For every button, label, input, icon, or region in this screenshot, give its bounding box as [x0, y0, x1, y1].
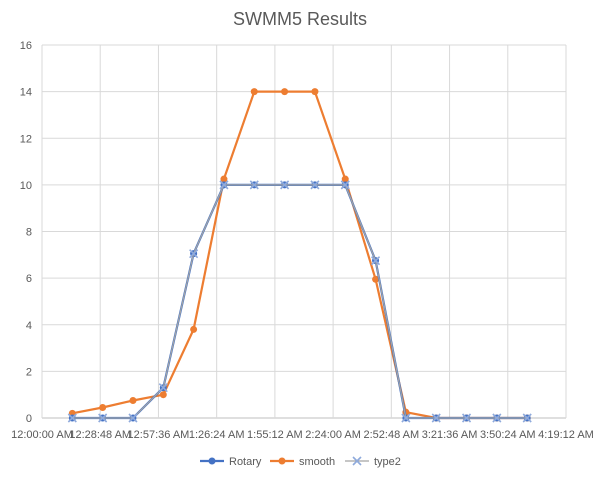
series-type2 [67, 180, 532, 423]
data-point-marker [189, 249, 199, 259]
y-tick-label: 0 [26, 413, 32, 425]
legend-item-type2: type2 [345, 456, 401, 468]
data-point-marker [522, 413, 532, 423]
y-tick-label: 4 [26, 320, 32, 332]
series-rotary [68, 181, 531, 422]
x-tick-label: 1:55:12 AM [247, 429, 303, 441]
y-tick-label: 2 [26, 366, 32, 378]
data-point-marker [280, 180, 290, 190]
data-point-marker [311, 88, 319, 96]
data-point-marker [250, 88, 258, 96]
y-tick-label: 12 [20, 133, 32, 145]
data-point-marker [249, 180, 259, 190]
data-point-marker [492, 413, 502, 423]
y-tick-label: 16 [20, 40, 32, 52]
data-point-marker [370, 256, 381, 266]
data-point-marker [98, 413, 108, 423]
data-point-marker [431, 413, 441, 423]
x-tick-label: 12:28:48 AM [69, 429, 131, 441]
legend-marker [208, 457, 216, 465]
data-point-marker [220, 175, 228, 183]
legend-label: smooth [299, 456, 335, 468]
data-point-marker [401, 413, 411, 423]
data-point-marker [67, 413, 77, 423]
gridlines [41, 44, 567, 419]
x-tick-label: 12:00:00 AM [11, 429, 73, 441]
data-point-marker [372, 275, 380, 283]
legend-marker [278, 457, 286, 465]
data-point-marker [129, 397, 137, 405]
series-group [67, 88, 532, 423]
x-tick-label: 1:26:24 AM [189, 429, 245, 441]
data-point-marker [341, 175, 349, 183]
data-point-marker [310, 180, 320, 190]
legend: Rotary smooth type2 [200, 456, 401, 468]
chart-title: SWMM5 Results [233, 9, 367, 29]
x-tick-label: 2:52:48 AM [364, 429, 420, 441]
data-point-marker [281, 88, 289, 96]
y-tick-label: 8 [26, 227, 32, 239]
x-tick-label: 3:50:24 AM [480, 429, 536, 441]
data-point-marker [461, 413, 472, 423]
data-point-marker [190, 325, 198, 333]
legend-label: type2 [374, 456, 401, 468]
y-tick-label: 10 [20, 180, 32, 192]
x-tick-label: 12:57:36 AM [128, 429, 190, 441]
y-tick-label: 14 [20, 87, 32, 99]
legend-marker [352, 456, 362, 466]
x-tick-label: 4:19:12 AM [538, 429, 594, 441]
series-line-type2 [72, 184, 528, 419]
series-line-smooth [72, 90, 528, 420]
legend-label: Rotary [229, 456, 262, 468]
data-point-marker [99, 404, 107, 412]
y-tick-label: 6 [26, 273, 32, 285]
data-point-marker [219, 180, 229, 190]
legend-item-rotary: Rotary [200, 456, 262, 468]
data-point-marker [128, 413, 138, 423]
x-tick-label: 2:24:00 AM [305, 429, 361, 441]
legend-item-smooth: smooth [270, 456, 335, 468]
data-point-marker [158, 383, 168, 393]
data-point-marker [340, 180, 350, 190]
x-tick-label: 3:21:36 AM [422, 429, 478, 441]
data-point-marker [159, 391, 167, 399]
series-line-rotary [72, 183, 528, 420]
y-axis-ticks: 0 2 4 6 8 10 12 14 16 [20, 40, 32, 425]
